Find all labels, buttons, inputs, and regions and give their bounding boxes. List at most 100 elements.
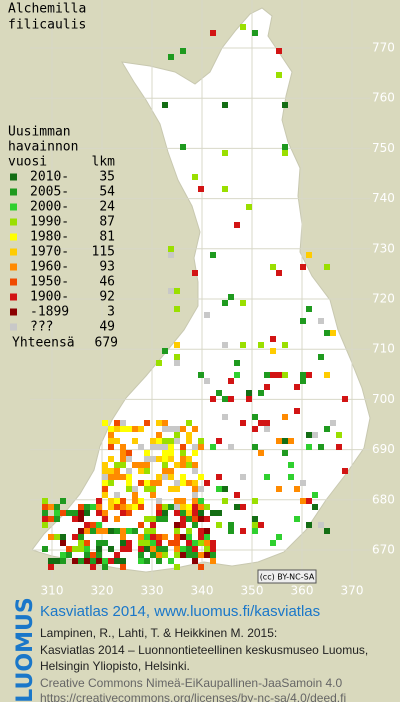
record [156,432,162,438]
legend-count-header: lkm [92,155,116,170]
record [84,504,90,510]
record [138,552,144,558]
record [192,486,198,492]
record [54,516,60,522]
record [120,450,126,456]
record [186,546,192,552]
record [174,438,180,444]
record [276,486,282,492]
record [288,474,294,480]
record [222,498,228,504]
record [234,222,240,228]
record [114,516,120,522]
record [162,504,168,510]
record [120,462,126,468]
record [204,516,210,522]
record [90,564,96,570]
record [168,504,174,510]
record [96,504,102,510]
record [162,444,168,450]
legend-label: 2010- [30,170,69,185]
record [120,444,126,450]
record [318,522,324,528]
record [174,306,180,312]
record [180,546,186,552]
y-tick-label: 750 [372,141,395,155]
record [78,534,84,540]
record [162,348,168,354]
record [162,510,168,516]
record [312,504,318,510]
title: filicaulis [8,18,86,33]
record [180,498,186,504]
record [210,252,216,258]
record [144,462,150,468]
record [198,186,204,192]
record [162,468,168,474]
record [192,492,198,498]
record [186,540,192,546]
record [156,540,162,546]
record [210,558,216,564]
record [306,498,312,504]
record [150,480,156,486]
record [162,546,168,552]
record [42,546,48,552]
record [168,288,174,294]
record [144,420,150,426]
legend-label: 1990- [30,215,69,230]
legend-count: 87 [99,215,115,230]
record [156,498,162,504]
record [126,540,132,546]
record [210,552,216,558]
record [174,540,180,546]
record [120,510,126,516]
record [222,102,228,108]
record [108,546,114,552]
logo: LUOMUS [13,597,38,702]
record [300,378,306,384]
record [150,528,156,534]
y-tick-label: 710 [372,342,395,356]
record [144,546,150,552]
record [126,546,132,552]
record [336,444,342,450]
record [318,318,324,324]
record [192,546,198,552]
legend-count: 92 [99,290,115,305]
record [120,540,126,546]
record [252,528,258,534]
record [120,558,126,564]
record [198,498,204,504]
record [228,528,234,534]
record [216,510,222,516]
record [114,558,120,564]
record [270,336,276,342]
record [330,420,336,426]
record [144,450,150,456]
record [156,504,162,510]
record [312,492,318,498]
legend-swatch [10,188,17,196]
record [156,546,162,552]
record [222,486,228,492]
record [96,510,102,516]
legend-swatch [10,173,17,181]
record [192,174,198,180]
record [276,534,282,540]
record [90,558,96,564]
record [306,252,312,258]
record [108,528,114,534]
record [186,438,192,444]
record [174,546,180,552]
record [138,546,144,552]
record [114,528,120,534]
legend-total-label: Yhteensä [12,336,75,351]
record [42,522,48,528]
record [198,438,204,444]
record [264,474,270,480]
record [342,468,348,474]
license-badge: (cc) BY-NC-SA [260,573,315,582]
legend-label: 1970- [30,245,69,260]
